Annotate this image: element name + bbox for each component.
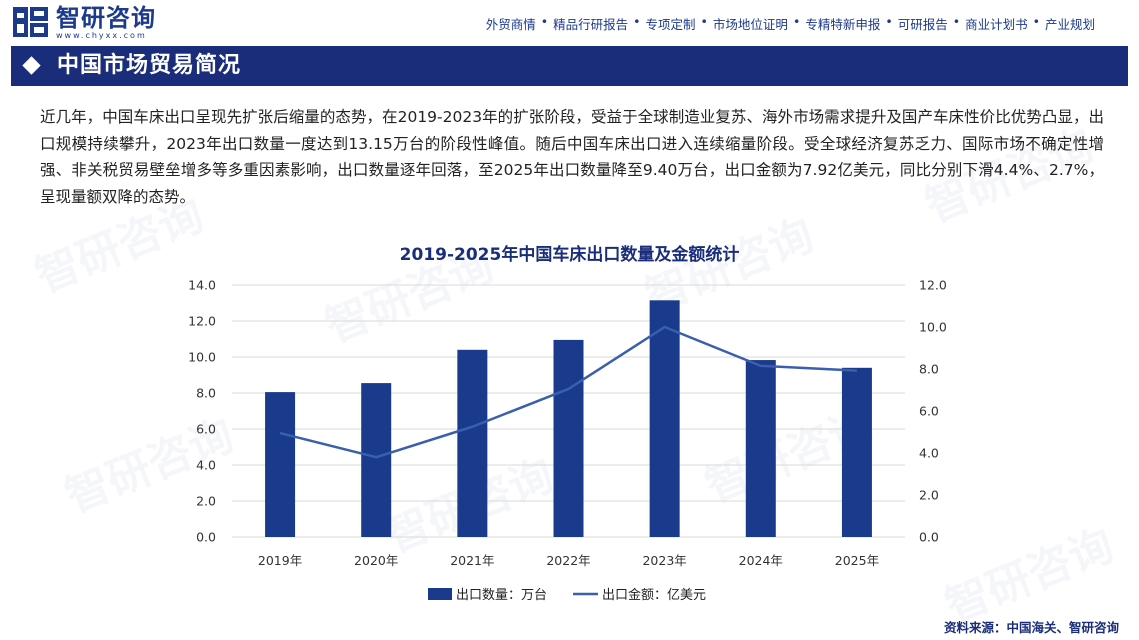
y-right-tick: 6.0 (919, 404, 939, 419)
nav-separator: • (885, 14, 893, 29)
x-tick-label: 2019年 (258, 553, 302, 568)
bar (649, 300, 680, 537)
x-tick-label: 2025年 (835, 553, 879, 568)
nav-separator: • (1032, 14, 1040, 29)
bar (457, 349, 488, 537)
y-right-tick: 12.0 (919, 278, 947, 293)
x-tick-label: 2023年 (642, 553, 686, 568)
logo-url: www.chyxx.com (56, 30, 147, 40)
legend-line-label: 出口金额：亿美元 (602, 587, 706, 603)
nav-separator: • (952, 14, 961, 29)
legend-bar-swatch (428, 588, 452, 600)
bar (745, 360, 776, 537)
legend-bar-label: 出口数量：万台 (456, 588, 547, 603)
y-left-tick: 12.0 (188, 314, 216, 329)
y-left-tick: 6.0 (196, 422, 216, 437)
logo-icon (12, 5, 50, 39)
top-header: 智研咨询 www.chyxx.com 外贸商情 • 精品行研报告 • 专项定制 … (0, 0, 1139, 44)
bar (841, 367, 872, 537)
y-right-tick: 8.0 (919, 362, 939, 377)
x-tick-label: 2021年 (450, 553, 494, 568)
nav-separator: • (792, 14, 801, 29)
nav-business-plan[interactable]: 商业计划书 (965, 17, 1028, 32)
y-right-tick: 2.0 (919, 488, 939, 503)
y-right-tick: 4.0 (919, 446, 939, 461)
y-left-tick: 10.0 (188, 350, 216, 365)
summary-paragraph: 近几年，中国车床出口呈现先扩张后缩量的态势，在2019-2023年的扩张阶段，受… (40, 108, 1104, 206)
nav-separator: • (540, 14, 549, 29)
nav-custom[interactable]: 专项定制 (645, 17, 696, 32)
chart-title: 2019-2025年中国车床出口数量及金额统计 (399, 245, 740, 265)
nav-trade-news[interactable]: 外贸商情 (485, 17, 536, 32)
bar (553, 339, 584, 537)
nav-industry-report[interactable]: 精品行研报告 (553, 17, 629, 32)
x-tick-label: 2024年 (739, 553, 783, 568)
section-title-bar: 中国市场贸易简况 (11, 46, 1128, 86)
y-left-tick: 4.0 (196, 458, 216, 473)
bar (265, 392, 296, 537)
y-left-tick: 0.0 (196, 530, 216, 545)
nav-market-position[interactable]: 市场地位证明 (712, 17, 788, 32)
nav-industry-planning[interactable]: 产业规划 (1044, 17, 1095, 32)
nav-specialized[interactable]: 专精特新申报 (805, 17, 881, 32)
bar (361, 383, 392, 537)
y-right-tick: 0.0 (919, 530, 939, 545)
y-left-tick: 14.0 (188, 278, 216, 293)
y-right-tick: 10.0 (919, 320, 947, 335)
nav-separator: • (633, 14, 641, 29)
y-left-tick: 2.0 (196, 494, 216, 509)
source-note: 资料来源：中国海关、智研咨询 (943, 620, 1119, 635)
series-line (279, 325, 857, 459)
section-title: 中国市场贸易简况 (57, 53, 242, 78)
logo[interactable]: 智研咨询 www.chyxx.com (12, 4, 156, 40)
logo-text: 智研咨询 (56, 3, 156, 32)
y-left-tick: 8.0 (196, 386, 216, 401)
nav-separator: • (700, 14, 708, 29)
x-tick-label: 2022年 (546, 553, 590, 568)
x-tick-label: 2020年 (354, 553, 398, 568)
top-nav: 外贸商情 • 精品行研报告 • 专项定制 • 市场地位证明 • 专精特新申报 •… (486, 14, 1095, 33)
nav-feasibility[interactable]: 可研报告 (897, 17, 948, 32)
